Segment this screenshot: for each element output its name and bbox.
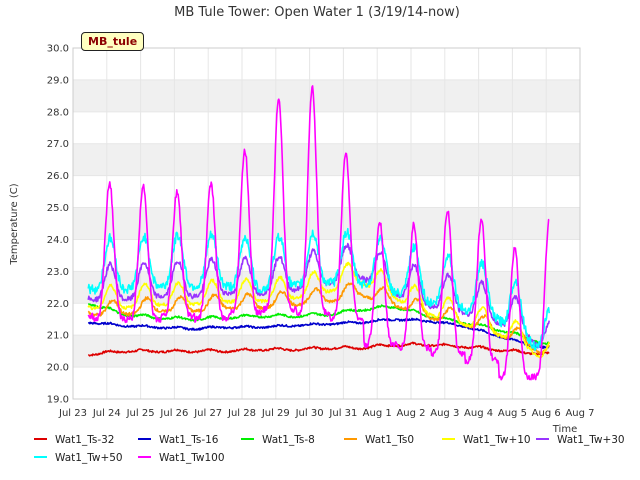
y-tick-label: 24.0 [47, 235, 69, 246]
y-tick-label: 21.0 [47, 331, 69, 342]
legend-item: Wat1_Ts0 [344, 434, 414, 446]
legend-swatch [34, 438, 47, 440]
legend-item: Wat1_Ts-32 [34, 434, 115, 446]
x-tick-label: Aug 7 [565, 408, 594, 419]
legend-label: Wat1_Tw+30 [557, 434, 625, 446]
legend-swatch [344, 438, 357, 440]
x-axis-ticks: Jul 23 Jul 24 Jul 25 Jul 26 Jul 27 Jul 28 Jul … [58, 408, 595, 419]
x-tick-label: Jul 23 [58, 408, 87, 419]
y-axis-label: Temperature (C) [9, 183, 20, 265]
y-tick-label: 19.0 [47, 395, 69, 406]
y-tick-label: 28.0 [47, 107, 69, 118]
x-tick-label: Aug 3 [430, 408, 459, 419]
plot-frame [72, 47, 581, 400]
x-tick-label: Aug 4 [464, 408, 493, 419]
legend-item: Wat1_Ts-16 [138, 434, 219, 446]
legend-label: Wat1_Ts0 [365, 434, 415, 446]
legend-swatch [536, 438, 549, 440]
grid-band [73, 143, 580, 176]
y-tick-label: 27.0 [47, 139, 69, 150]
y-axis-ticks: 19.0 20.0 21.0 22.0 23.0 24.0 25.0 26.0 27.0 28.0… [47, 44, 69, 406]
y-tick-label: 29.0 [47, 75, 69, 86]
site-label-badge: MB_tule [81, 32, 145, 51]
series-layer [87, 85, 550, 381]
legend-label: Wat1_Ts-16 [159, 434, 219, 446]
grid-band [73, 79, 580, 112]
legend-swatch [241, 438, 254, 440]
legend-label: Wat1_Tw+10 [463, 434, 531, 446]
legend-label: Wat1_Tw+50 [55, 452, 123, 464]
grid-band [73, 207, 580, 240]
y-tick-label: 30.0 [47, 44, 69, 55]
legend-swatch [138, 456, 151, 458]
x-tick-label: Jul 29 [261, 408, 290, 419]
x-tick-label: Jul 31 [328, 408, 357, 419]
x-tick-label: Aug 5 [498, 408, 527, 419]
y-tick-label: 26.0 [47, 171, 69, 182]
legend-item: Wat1_Ts-8 [241, 434, 315, 446]
y-tick-label: 23.0 [47, 267, 69, 278]
legend-label: Wat1_Tw100 [159, 452, 225, 464]
legend-label: Wat1_Ts-32 [55, 434, 115, 446]
legend-swatch [138, 438, 151, 440]
legend-item: Wat1_Tw100 [138, 452, 225, 464]
x-tick-label: Jul 28 [227, 408, 256, 419]
background-bands [73, 79, 580, 368]
series-line-wat1_ts-16 [87, 317, 550, 349]
legend-item: Wat1_Tw+10 [442, 434, 531, 446]
series-line-wat1_tw+10 [87, 261, 550, 359]
x-tick-label: Jul 26 [159, 408, 188, 419]
legend-swatch [34, 456, 47, 458]
x-tick-label: Jul 24 [92, 408, 121, 419]
x-axis-label: Time [552, 424, 577, 435]
y-tick-label: 22.0 [47, 299, 69, 310]
legend-swatch [442, 438, 455, 440]
x-tick-label: Aug 6 [532, 408, 561, 419]
legend-label: Wat1_Ts-8 [262, 434, 315, 446]
chart-title: MB Tule Tower: Open Water 1 (3/19/14-now… [174, 5, 460, 20]
x-tick-label: Jul 27 [193, 408, 222, 419]
series-line-wat1_tw100 [87, 85, 550, 381]
y-tick-label: 20.0 [47, 363, 69, 374]
y-tick-label: 25.0 [47, 203, 69, 214]
x-tick-label: Aug 1 [363, 408, 392, 419]
legend-item: Wat1_Tw+30 [536, 434, 625, 446]
series-line-wat1_tw+30 [87, 242, 550, 349]
legend-item: Wat1_Tw+50 [34, 452, 123, 464]
x-tick-label: Jul 30 [295, 408, 324, 419]
x-tick-label: Aug 2 [396, 408, 425, 419]
x-tick-label: Jul 25 [126, 408, 155, 419]
